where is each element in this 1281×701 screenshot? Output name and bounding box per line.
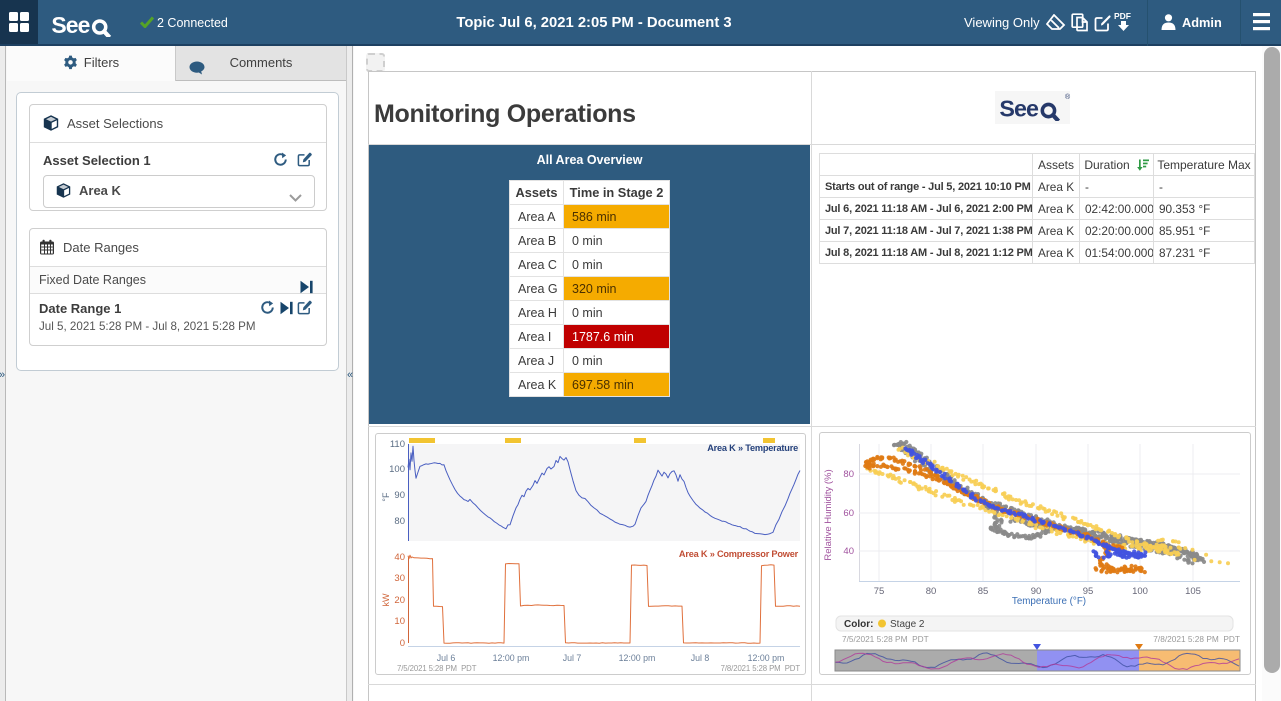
svg-text:7/8/2021 5:28 PM PDT: 7/8/2021 5:28 PM PDT xyxy=(721,664,801,673)
svg-text:85: 85 xyxy=(978,586,989,597)
svg-text:Stage 2: Stage 2 xyxy=(890,619,925,630)
svg-text:20: 20 xyxy=(394,595,405,606)
svg-text:12:00 pm: 12:00 pm xyxy=(619,653,656,663)
svg-text:30: 30 xyxy=(394,573,405,584)
svg-text:7/8/2021 5:28 PM PDT: 7/8/2021 5:28 PM PDT xyxy=(1153,634,1240,644)
svg-text:Jul 7: Jul 7 xyxy=(563,653,582,663)
svg-text:90: 90 xyxy=(394,490,405,501)
svg-text:PDF: PDF xyxy=(1114,11,1131,21)
svg-text:105: 105 xyxy=(1185,586,1201,597)
svg-text:Area K » Compressor Power: Area K » Compressor Power xyxy=(679,549,799,559)
svg-text:80: 80 xyxy=(394,516,405,527)
svg-text:95: 95 xyxy=(1083,586,1094,597)
svg-text:°F: °F xyxy=(381,492,391,502)
svg-text:kW: kW xyxy=(381,593,391,607)
svg-text:Area K » Temperature: Area K » Temperature xyxy=(707,443,798,453)
svg-text:90: 90 xyxy=(1031,586,1042,597)
svg-text:Jul 8: Jul 8 xyxy=(691,653,710,663)
svg-text:100: 100 xyxy=(1132,586,1148,597)
svg-text:12:00 pm: 12:00 pm xyxy=(748,653,785,663)
svg-text:60: 60 xyxy=(843,508,854,519)
svg-text:See: See xyxy=(52,12,90,37)
svg-text:7/5/2021 5:28 PM PDT: 7/5/2021 5:28 PM PDT xyxy=(397,664,477,673)
svg-text:75: 75 xyxy=(874,586,885,597)
svg-text:110: 110 xyxy=(390,439,405,450)
svg-text:80: 80 xyxy=(926,586,937,597)
svg-text:Temperature (°F): Temperature (°F) xyxy=(1012,596,1086,607)
svg-text:See: See xyxy=(1000,96,1039,121)
svg-text:100: 100 xyxy=(389,464,405,475)
svg-text:40: 40 xyxy=(394,552,405,563)
svg-text:7/5/2021 5:28 PM PDT: 7/5/2021 5:28 PM PDT xyxy=(842,634,929,644)
svg-text:12:00 pm: 12:00 pm xyxy=(493,653,530,663)
svg-text:Relative Humidity (%): Relative Humidity (%) xyxy=(823,469,834,560)
svg-text:80: 80 xyxy=(843,469,854,480)
svg-text:Jul 6: Jul 6 xyxy=(437,653,456,663)
svg-text:40: 40 xyxy=(843,546,854,557)
svg-text:0: 0 xyxy=(400,638,405,649)
svg-text:10: 10 xyxy=(394,616,405,627)
svg-text:Color:: Color: xyxy=(844,619,873,630)
